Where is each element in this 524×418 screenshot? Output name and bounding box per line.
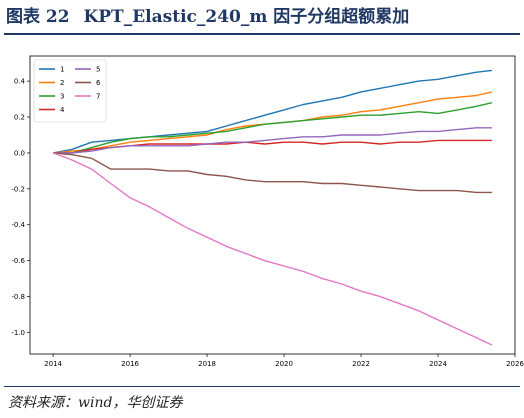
legend-label-6: 6 xyxy=(96,79,101,87)
y-tick-label: 0.0 xyxy=(14,149,25,157)
x-tick-label: 2026 xyxy=(506,360,524,368)
y-tick-label: -0.8 xyxy=(11,293,25,301)
line-chart: 2014 2016 2018 2020 2022 2024 2026 0.4 0.2 0.0 -0.… xyxy=(11,55,524,368)
legend-label-5: 5 xyxy=(96,66,100,74)
x-tick-label: 2020 xyxy=(275,360,293,368)
x-tick-label: 2022 xyxy=(352,360,370,368)
y-tick-label: -0.4 xyxy=(11,221,25,229)
x-tick-label: 2016 xyxy=(121,360,139,368)
source-divider xyxy=(4,386,520,387)
y-tick-label: -0.2 xyxy=(11,185,25,193)
y-tick-label: 0.2 xyxy=(14,114,25,122)
series-line-7 xyxy=(52,152,493,346)
chart-title: KPT_Elastic_240_m 因子分组超额累加 xyxy=(83,7,410,27)
legend-label-1: 1 xyxy=(60,66,64,74)
x-tick-label: 2014 xyxy=(44,360,62,368)
legend-box xyxy=(33,59,107,123)
y-tick-label: -1.0 xyxy=(11,329,25,337)
legend-label-2: 2 xyxy=(60,79,64,87)
x-tick-label: 2018 xyxy=(198,360,216,368)
title-divider xyxy=(4,33,520,35)
series-line-5 xyxy=(53,127,492,154)
y-tick-label: 0.4 xyxy=(14,78,26,86)
legend-label-4: 4 xyxy=(60,106,65,114)
legend-label-3: 3 xyxy=(60,93,64,101)
legend-label-7: 7 xyxy=(96,93,100,101)
source-note: 资料来源：wind，华创证券 xyxy=(8,395,183,411)
y-tick-label: -0.6 xyxy=(11,257,25,265)
x-tick-label: 2024 xyxy=(429,360,447,368)
plot-frame xyxy=(29,55,516,355)
figure-label: 图表 22 xyxy=(6,7,70,27)
figure-title: 图表 22 KPT_Elastic_240_m 因子分组超额累加 xyxy=(6,4,518,32)
series-line-6 xyxy=(53,152,492,194)
series-line-3 xyxy=(53,102,493,154)
